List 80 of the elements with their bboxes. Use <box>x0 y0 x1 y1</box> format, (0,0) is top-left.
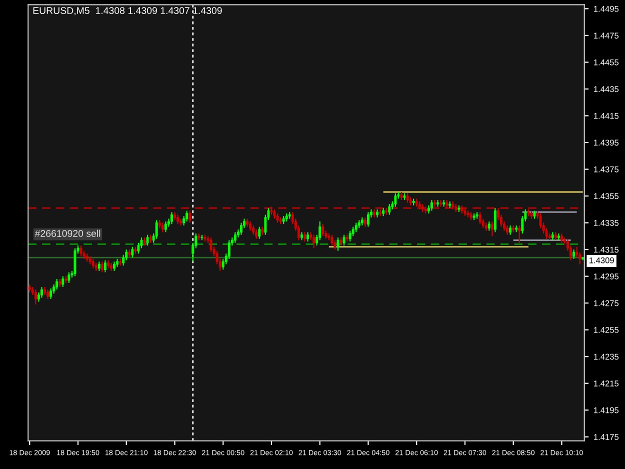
candlestick <box>40 286 43 298</box>
candlestick <box>322 224 324 237</box>
candlestick <box>312 234 316 249</box>
candlestick <box>276 212 279 224</box>
candlestick <box>164 220 167 233</box>
y-tick-label: 1.4215 <box>594 380 619 386</box>
candlestick <box>506 224 509 236</box>
candlestick <box>74 248 76 277</box>
candlestick <box>252 224 255 236</box>
candlestick <box>80 244 82 257</box>
candlestick <box>364 216 366 228</box>
candlestick <box>146 234 149 246</box>
candlestick <box>330 234 334 246</box>
candlestick <box>188 210 192 224</box>
candlestick <box>258 226 261 240</box>
candlestick <box>62 276 64 288</box>
candlestick <box>273 208 276 220</box>
candlestick <box>388 203 391 216</box>
candlestick <box>46 289 50 300</box>
y-tick-label: 1.4355 <box>594 193 619 200</box>
candlestick <box>180 218 182 226</box>
y-tick-label: 1.4455 <box>594 60 619 66</box>
y-tick-label: 1.4255 <box>594 327 619 333</box>
y-tick-label: 1.4295 <box>594 273 619 280</box>
candlestick <box>430 199 433 212</box>
y-tick-label: 1.4235 <box>594 354 619 360</box>
candlestick <box>440 199 442 208</box>
y-tick-label: 1.4175 <box>594 434 619 440</box>
candlestick <box>113 261 116 272</box>
candlestick <box>131 246 134 258</box>
candlestick <box>34 289 37 305</box>
candlestick <box>234 232 236 244</box>
candlestick <box>488 220 490 232</box>
candlestick <box>303 232 306 242</box>
candlestick <box>354 222 358 233</box>
candlestick <box>306 232 310 242</box>
candlestick <box>155 220 158 240</box>
y-tick-label: 1.4195 <box>594 407 619 414</box>
candlestick <box>436 199 440 208</box>
y-tick-label: 1.4395 <box>594 140 619 146</box>
candlestick <box>394 192 397 208</box>
candlestick <box>50 288 52 300</box>
candlestick <box>68 272 70 284</box>
candlestick <box>572 248 576 260</box>
candlestick <box>161 222 164 233</box>
y-tick-label: 1.4475 <box>594 32 619 39</box>
candlestick <box>336 236 340 252</box>
chart-title: EURUSD,M5 1.4308 1.4309 1.4307 1.4309 <box>33 7 222 16</box>
candlestick <box>255 228 258 240</box>
y-tick-label: 1.4315 <box>594 246 619 253</box>
candlestick <box>186 210 188 222</box>
ref-line-label: #26610920 sell <box>34 230 100 237</box>
candlestick <box>104 260 106 273</box>
candlestick <box>560 232 563 244</box>
candlestick <box>490 220 494 237</box>
candlestick <box>494 208 496 233</box>
candlestick <box>518 224 521 244</box>
candlestick <box>176 214 180 225</box>
candlestick <box>406 192 409 204</box>
candlestick <box>478 212 482 225</box>
candlestick <box>348 230 352 242</box>
candlestick <box>442 199 446 208</box>
candlestick <box>240 222 243 236</box>
candlestick <box>342 234 346 246</box>
candlestick <box>92 258 94 269</box>
candlestick <box>98 261 100 272</box>
candlestick <box>56 278 58 290</box>
candlestick <box>210 236 212 253</box>
y-tick-label: 1.4435 <box>594 86 619 92</box>
y-tick-label: 1.4275 <box>594 300 619 306</box>
candlestick <box>249 220 252 232</box>
y-tick-label: 1.4375 <box>594 166 619 172</box>
y-tick-label: 1.4495 <box>594 6 619 12</box>
candlestick <box>366 212 370 228</box>
y-tick-label: 1.4415 <box>594 113 619 119</box>
candlestick <box>170 212 173 225</box>
candlestick <box>509 224 512 236</box>
y-tick-label: 1.4335 <box>594 220 619 226</box>
ref-line-label: 1.4309 <box>589 257 614 264</box>
candlestick <box>100 261 104 273</box>
